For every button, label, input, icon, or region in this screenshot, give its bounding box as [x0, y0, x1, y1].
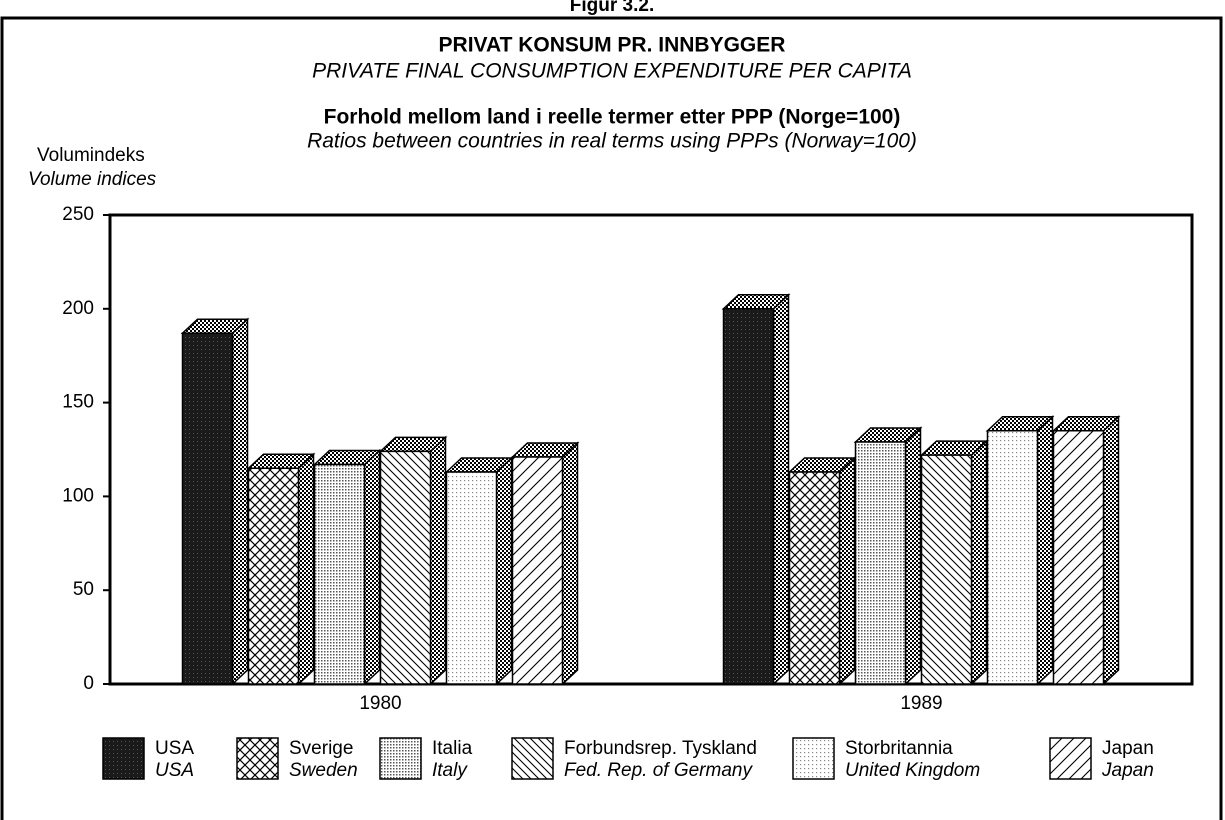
- bar-side: [1102, 415, 1120, 686]
- bar-front: [379, 450, 432, 685]
- x-tick-label: 1980: [359, 693, 401, 714]
- bar-front: [181, 332, 234, 685]
- bar-side: [772, 293, 790, 686]
- legend-label: Forbundsrep. Tyskland: [564, 738, 757, 759]
- bar-front: [1052, 429, 1105, 685]
- subtitle: PRIVATE FINAL CONSUMPTION EXPENDITURE PE…: [312, 60, 912, 83]
- subtitle: Forhold mellom land i reelle termer ette…: [324, 106, 901, 129]
- legend-label: Fed. Rep. of Germany: [564, 760, 753, 781]
- legend-swatch: [792, 737, 835, 780]
- legend-label: United Kingdom: [845, 760, 980, 781]
- legend-label: USA: [155, 738, 194, 759]
- bar: [853, 426, 923, 686]
- bar-front: [313, 463, 366, 685]
- bar-front: [722, 308, 775, 685]
- legend-label: Sweden: [289, 760, 358, 781]
- y-tick-label: 150: [62, 392, 94, 413]
- bar-front: [920, 454, 973, 685]
- bar: [1051, 415, 1121, 686]
- bar-side: [1036, 415, 1054, 686]
- x-tick-label: 1989: [900, 693, 942, 714]
- bar-front: [854, 441, 907, 685]
- chart-title: PRIVAT KONSUM PR. INNBYGGER: [439, 34, 786, 57]
- plot-area: [108, 213, 1194, 686]
- legend-label: USA: [155, 760, 194, 781]
- bar-side: [838, 456, 856, 686]
- legend-label: Sverige: [289, 738, 353, 759]
- legend-label: Italy: [432, 760, 468, 781]
- y-tick-label: 0: [83, 673, 94, 694]
- legend-label: Storbritannia: [845, 738, 953, 759]
- bar: [510, 441, 580, 686]
- bar-side: [904, 426, 922, 686]
- legend-swatch: [102, 737, 145, 780]
- legend-swatch: [236, 737, 279, 780]
- y-axis-label: Volume indices: [28, 169, 157, 190]
- bar-side: [495, 456, 513, 686]
- legend-label: Japan: [1102, 738, 1154, 759]
- bar: [180, 317, 250, 686]
- frame: [0, 16, 1223, 820]
- y-tick-label: 250: [62, 204, 94, 225]
- bar-front: [445, 471, 498, 685]
- bar: [246, 452, 316, 686]
- bar: [444, 456, 514, 686]
- y-axis-label: Volumindeks: [37, 145, 145, 166]
- bar-front: [986, 429, 1039, 685]
- legend-swatch: [379, 737, 422, 780]
- bar-front: [511, 456, 564, 685]
- bar: [985, 415, 1055, 686]
- bar: [378, 435, 448, 686]
- bar-side: [297, 452, 315, 686]
- bar-front: [788, 471, 841, 685]
- bar-side: [561, 441, 579, 686]
- bar-side: [429, 435, 447, 686]
- bar-side: [231, 317, 249, 686]
- bar: [721, 293, 791, 686]
- legend-swatch: [511, 737, 554, 780]
- legend-label: Japan: [1101, 760, 1154, 781]
- y-tick-label: 200: [62, 298, 94, 319]
- bar: [919, 439, 989, 686]
- y-tick-label: 50: [73, 579, 94, 600]
- subtitle: Ratios between countries in real terms u…: [307, 130, 917, 153]
- bar-side: [363, 448, 381, 686]
- bar: [787, 456, 857, 686]
- figure-label: Figur 3.2.: [570, 0, 654, 16]
- legend-swatch: [1049, 737, 1092, 780]
- legend-label: Italia: [432, 738, 473, 759]
- bar-side: [970, 439, 988, 686]
- bar-front: [247, 467, 300, 685]
- y-tick-label: 100: [62, 485, 94, 506]
- bar: [312, 448, 382, 686]
